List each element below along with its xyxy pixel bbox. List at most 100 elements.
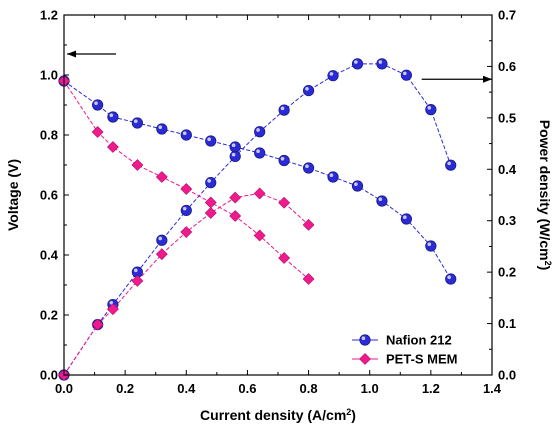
x-tick-label: 0.6 [238, 381, 256, 396]
data-point [107, 111, 119, 123]
data-point [204, 207, 217, 219]
data-point [425, 104, 437, 116]
arrow-annotation [421, 75, 492, 83]
y-right-tick-label: 0.1 [498, 316, 516, 331]
data-point [302, 273, 315, 285]
y-left-tick-label: 0.2 [40, 308, 58, 323]
legend-label: PET-S MEM [386, 352, 458, 367]
data-point [229, 150, 241, 163]
data-point [278, 252, 291, 264]
data-point-highlight [207, 137, 211, 141]
data-point-highlight [182, 131, 187, 135]
data-point [327, 70, 339, 82]
data-point-highlight [231, 143, 236, 147]
axes: 0.0 0.2 0.4 0.6 0.8 1.0 1.2 1.40.00.20.40.60.81… [40, 8, 517, 397]
data-point-highlight [256, 128, 260, 132]
data-point-highlight [109, 113, 114, 117]
y-right-tick-label: 0.7 [498, 8, 516, 23]
data-point [445, 159, 457, 171]
y-right-tick-label: 0.4 [498, 162, 517, 177]
legend: Nafion 212 PET-S MEM [352, 333, 458, 367]
data-point [445, 273, 457, 285]
data-point-highlight [403, 71, 407, 76]
data-point-highlight [305, 164, 309, 168]
data-point-highlight [354, 60, 358, 64]
plot-area [58, 50, 492, 381]
data-point-highlight [354, 182, 358, 186]
legend-label: Nafion 212 [386, 333, 452, 348]
x-tick-label: 0.0 [55, 381, 73, 396]
data-point [425, 240, 437, 252]
data-point [327, 171, 339, 183]
y-left-tick-label: 0.4 [40, 248, 59, 263]
data-point [180, 183, 193, 195]
data-point [302, 218, 315, 231]
data-point-highlight [182, 206, 187, 211]
data-point [376, 58, 388, 70]
y-right-tick-label: 0.3 [498, 213, 516, 228]
legend-marker [359, 334, 371, 346]
data-point-highlight [403, 215, 407, 219]
data-point [302, 162, 315, 174]
data-point-highlight [280, 106, 285, 111]
data-point-highlight [329, 173, 334, 177]
data-point [278, 196, 291, 209]
data-point-highlight [378, 60, 383, 64]
data-point-highlight [133, 119, 138, 123]
x-tick-label: 0.4 [177, 381, 196, 396]
data-point-highlight [427, 106, 432, 110]
data-point [254, 147, 266, 159]
data-point [229, 210, 242, 222]
data-point-highlight [427, 242, 432, 246]
data-point-highlight [94, 101, 98, 105]
data-point [205, 177, 217, 189]
data-point [91, 126, 104, 138]
data-point [180, 129, 192, 141]
arrow-annotation [67, 50, 116, 58]
data-point-highlight [231, 152, 236, 157]
data-point [155, 171, 168, 183]
legend-marker-highlight [361, 336, 366, 341]
series-line [63, 80, 309, 280]
data-point-highlight [280, 156, 285, 161]
data-point [106, 141, 119, 153]
data-point [155, 248, 168, 261]
data-point [91, 318, 104, 331]
data-point [205, 135, 217, 147]
y-right-tick-label: 0.6 [498, 59, 516, 74]
data-point [376, 195, 388, 207]
data-point [180, 226, 193, 238]
y-left-tick-label: 0.0 [40, 368, 58, 383]
data-point-highlight [158, 125, 163, 129]
y-left-tick-label: 0.8 [40, 128, 58, 143]
data-point-highlight [133, 268, 138, 273]
data-point-highlight [329, 72, 334, 76]
y-left-tick-label: 1.0 [40, 68, 58, 83]
data-point [278, 154, 290, 167]
y-right-tick-label: 0.0 [498, 368, 516, 383]
x-tick-label: 0.2 [116, 381, 134, 396]
data-point [92, 99, 104, 111]
data-point-highlight [207, 179, 211, 183]
data-point-highlight [305, 87, 309, 91]
x-tick-label: 0.8 [300, 381, 318, 396]
data-point [351, 58, 364, 70]
y-axis-right-title: Power density (W/cm2) [537, 120, 553, 271]
data-point-highlight [447, 275, 451, 280]
y-right-tick-label: 0.2 [498, 265, 516, 280]
series-pet-s-mem-left [58, 75, 315, 285]
arrow-head [67, 50, 77, 58]
x-tick-label: 1.0 [361, 381, 379, 396]
legend-marker [359, 353, 371, 365]
legend-item: Nafion 212 [352, 333, 452, 348]
data-point [180, 204, 192, 217]
series-nafion-212-right [58, 58, 457, 381]
data-point [229, 191, 242, 204]
data-point [131, 274, 144, 287]
data-point [253, 187, 266, 200]
x-tick-label: 1.2 [422, 381, 440, 396]
data-point [253, 229, 266, 242]
data-point-highlight [447, 161, 451, 166]
